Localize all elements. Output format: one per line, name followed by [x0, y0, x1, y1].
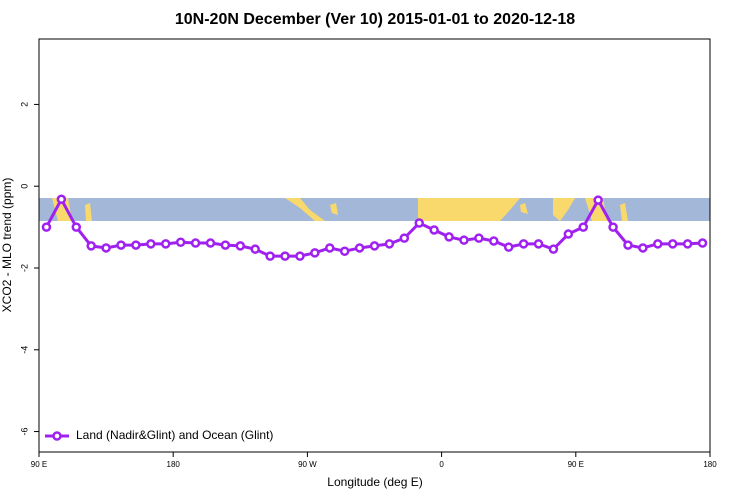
data-point — [190, 238, 201, 248]
data-point — [160, 239, 171, 249]
data-point — [250, 244, 260, 254]
data-point — [578, 222, 589, 232]
data-point — [608, 222, 618, 232]
data-point — [474, 233, 484, 243]
data-point — [623, 240, 633, 250]
data-point — [414, 218, 424, 228]
data-point — [653, 239, 663, 249]
data-point — [593, 195, 603, 205]
y-axis-label: XCO2 - MLO trend (ppm) — [0, 178, 14, 313]
y-tick-label: 2 — [19, 102, 29, 107]
data-point — [205, 238, 216, 248]
plot-frame — [38, 38, 711, 453]
data-point — [220, 240, 231, 250]
data-point — [116, 240, 126, 250]
legend-label: Land (Nadir&Glint) and Ocean (Glint) — [76, 428, 273, 442]
data-point — [384, 239, 395, 249]
x-tick-label: 180 — [703, 460, 717, 469]
data-point — [71, 222, 82, 232]
data-point — [429, 225, 439, 235]
data-point — [399, 233, 410, 243]
data-point — [444, 232, 454, 242]
data-point — [175, 237, 186, 247]
data-point — [310, 248, 320, 258]
y-tick-label: -6 — [19, 428, 29, 436]
data-point — [41, 222, 52, 232]
x-tick-label: 90 W — [298, 460, 317, 469]
data-point — [101, 243, 111, 253]
x-tick-label: 180 — [167, 460, 181, 469]
y-tick-label: -2 — [19, 264, 29, 272]
data-point — [56, 194, 67, 205]
data-point — [697, 238, 708, 248]
data-point — [235, 241, 246, 251]
data-point — [86, 241, 96, 251]
data-point — [369, 241, 380, 251]
data-point — [489, 236, 499, 246]
data-point — [667, 239, 678, 249]
data-point — [265, 251, 275, 261]
data-point — [354, 243, 365, 253]
data-point — [146, 239, 156, 249]
data-point — [548, 244, 559, 254]
y-tick-label: 0 — [19, 184, 29, 189]
y-tick-label: -4 — [19, 346, 29, 354]
data-point — [131, 240, 141, 250]
data-point — [295, 251, 305, 261]
x-tick-label: 90 E — [31, 460, 47, 469]
map-strip — [39, 198, 710, 221]
data-point — [533, 239, 544, 249]
data-point — [325, 243, 335, 253]
legend-marker — [52, 431, 62, 441]
chart-title: 10N-20N December (Ver 10) 2015-01-01 to … — [175, 11, 575, 28]
data-point — [339, 246, 350, 256]
data-point — [459, 235, 469, 245]
data-point — [682, 239, 693, 249]
x-tick-label: 0 — [439, 460, 444, 469]
x-axis-label: Longitude (deg E) — [327, 475, 422, 489]
data-point — [280, 251, 290, 261]
x-tick-label: 90 E — [568, 460, 584, 469]
data-point — [518, 239, 529, 249]
data-point — [638, 243, 648, 253]
data-point — [503, 242, 514, 252]
data-point — [563, 229, 574, 239]
